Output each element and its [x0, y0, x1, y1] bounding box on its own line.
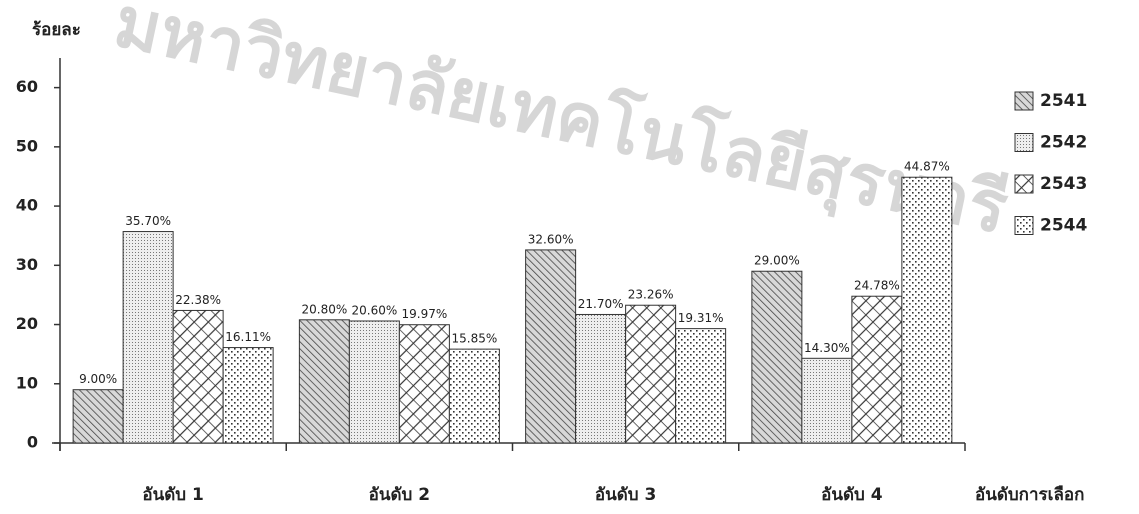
legend-swatch: [1014, 174, 1034, 194]
y-tick-label: 0: [27, 433, 38, 452]
bar: [525, 249, 577, 444]
value-label: 16.11%: [225, 330, 271, 344]
bar: [448, 348, 500, 444]
bar: [851, 295, 903, 444]
bar: [901, 176, 953, 444]
bar: [398, 324, 450, 444]
legend-label: 2541: [1040, 91, 1087, 111]
value-label: 15.85%: [451, 332, 497, 346]
bar: [122, 231, 174, 444]
x-tick-label: อันดับ 3: [595, 485, 656, 505]
x-tick-label: อันดับ 4: [821, 485, 883, 505]
y-tick-label: 30: [16, 255, 38, 274]
bar: [801, 357, 853, 444]
legend-swatch: [1014, 91, 1034, 111]
y-tick-label: 50: [16, 136, 38, 155]
value-label: 20.60%: [351, 303, 397, 317]
legend-swatch: [1014, 133, 1034, 152]
value-label: 32.60%: [528, 232, 574, 246]
value-label: 24.78%: [854, 279, 900, 293]
bar: [625, 304, 677, 444]
value-label: 22.38%: [175, 293, 221, 307]
y-tick-label: 10: [16, 373, 38, 392]
y-tick-label: 40: [16, 196, 38, 215]
bar: [675, 328, 727, 444]
y-axis-label: ร้อยละ: [32, 20, 81, 40]
x-tick-label: อันดับ 1: [142, 485, 203, 505]
x-tick-label: อันดับ 2: [369, 485, 430, 505]
value-label: 21.70%: [578, 297, 624, 311]
bar: [172, 309, 224, 444]
legend-label: 2543: [1040, 174, 1087, 194]
value-label: 44.87%: [904, 160, 950, 174]
value-label: 9.00%: [79, 372, 117, 386]
legend-label: 2544: [1040, 216, 1087, 236]
value-label: 29.00%: [754, 254, 800, 268]
y-tick-label: 20: [16, 314, 38, 333]
value-label: 20.80%: [301, 302, 347, 316]
bar: [298, 319, 350, 444]
legend-swatch: [1014, 216, 1034, 235]
value-label: 14.30%: [804, 341, 850, 355]
bar: [575, 313, 627, 444]
value-label: 35.70%: [125, 214, 171, 228]
bar: [222, 347, 274, 444]
value-label: 19.97%: [401, 307, 447, 321]
value-label: 19.31%: [678, 311, 724, 325]
legend-label: 2542: [1040, 133, 1087, 153]
x-axis-label: อันดับการเลือก: [975, 484, 1084, 505]
bar: [751, 270, 803, 444]
y-tick-label: 60: [16, 77, 38, 96]
watermark: มหาวิทยาลัยเทคโนโลยีสุรนารี: [107, 0, 1015, 253]
value-label: 23.26%: [628, 288, 674, 302]
bar: [348, 320, 400, 444]
bar: [72, 389, 124, 444]
